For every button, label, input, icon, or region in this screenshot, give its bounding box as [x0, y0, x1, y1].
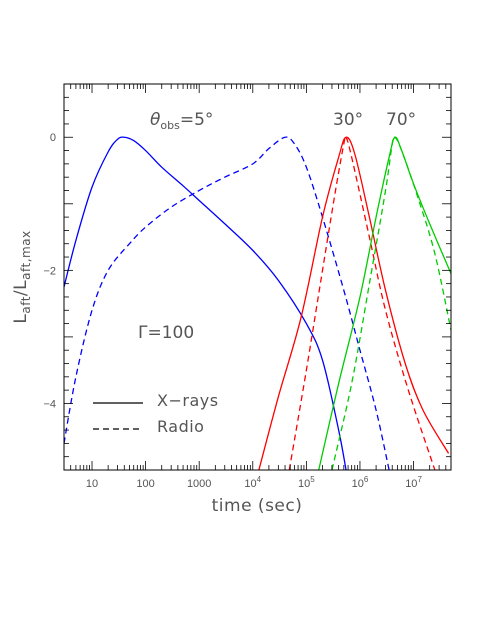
x-tick-label: 1000: [187, 478, 211, 490]
x-tick-label-exp: 7: [417, 475, 422, 484]
theta-value: =5°: [180, 110, 214, 130]
x-axis-label: time (sec): [212, 496, 303, 516]
x-tick-label: 10: [86, 478, 98, 490]
x-tick-label-exp: 5: [310, 475, 315, 484]
x-tick-label-base: 10: [244, 478, 256, 490]
theta-subscript: obs: [160, 119, 180, 132]
x-tick-label-base: 100: [136, 478, 154, 490]
y-axis-label-sub2: aft,max: [19, 230, 33, 280]
y-axis-label: Laft/Laft,max: [11, 230, 33, 323]
y-tick-label: −4: [43, 398, 56, 410]
x-tick-label-base: 10: [352, 478, 364, 490]
theta-symbol: θ: [150, 110, 161, 130]
x-tick-label-exp: 6: [364, 475, 369, 484]
legend: X−rays Radio: [93, 391, 219, 436]
annotation-gamma: Γ=100: [138, 323, 194, 343]
x-tick-label-base: 10: [405, 478, 417, 490]
annotation-theta-obs: θobs=5°: [150, 110, 213, 132]
x-tick-label: 100: [136, 478, 154, 490]
y-axis-label-sub1: aft: [19, 296, 33, 314]
x-tick-label-base: 10: [298, 478, 310, 490]
series-line-4: [318, 136, 451, 470]
y-tick-label: −2: [43, 265, 56, 277]
series-line-5: [331, 135, 451, 470]
x-tick-label-base: 1000: [187, 478, 211, 490]
ticks-layer: [63, 83, 452, 471]
annotation-70deg: 70°: [386, 110, 416, 130]
series-line-0: [64, 136, 347, 470]
series-line-2: [258, 136, 450, 470]
x-tick-label: 107: [405, 475, 422, 490]
legend-label-radio: Radio: [157, 417, 204, 436]
y-axis-label-slash: /L: [11, 280, 31, 296]
x-tick-label: 106: [352, 475, 369, 490]
x-tick-label: 105: [298, 475, 315, 490]
x-tick-label: 104: [244, 475, 261, 490]
series-layer: [64, 135, 451, 470]
legend-label-xrays: X−rays: [157, 391, 219, 410]
y-axis-label-main: L: [11, 314, 31, 324]
plot-frame: [63, 83, 452, 471]
series-line-3: [288, 135, 436, 470]
series-line-1: [64, 136, 390, 470]
annotation-30deg: 30°: [333, 110, 363, 130]
y-tick-label: 0: [50, 132, 56, 144]
x-tick-label-base: 10: [86, 478, 98, 490]
x-tick-label-exp: 4: [257, 475, 262, 484]
